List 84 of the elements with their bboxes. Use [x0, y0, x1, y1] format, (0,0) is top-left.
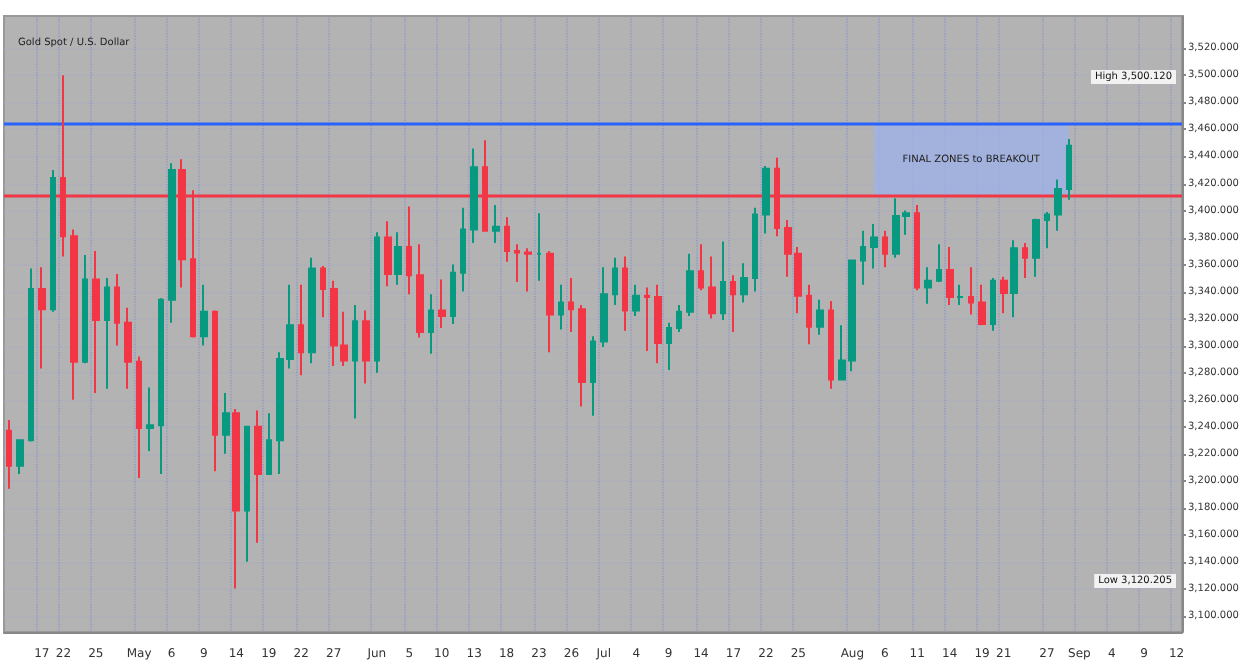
candlestick	[806, 283, 812, 346]
candlestick	[298, 283, 304, 377]
candlestick	[698, 243, 704, 292]
candlestick	[244, 425, 250, 563]
candlestick	[762, 164, 770, 235]
candlestick	[816, 298, 824, 336]
candlestick	[1066, 137, 1072, 201]
candlestick	[254, 409, 262, 544]
candlestick	[1054, 178, 1062, 232]
candlestick	[158, 297, 164, 475]
candlestick	[266, 412, 272, 475]
candlestick	[200, 283, 208, 347]
candlestick	[536, 212, 542, 282]
candlestick	[956, 283, 964, 307]
candlestick	[146, 386, 154, 452]
candlestick	[470, 147, 478, 244]
candlestick	[222, 391, 230, 455]
candlestick	[752, 206, 758, 293]
candlestick	[438, 278, 446, 330]
candlestick	[666, 321, 672, 371]
candlestick	[978, 283, 986, 327]
candlestick	[546, 250, 554, 354]
candlestick	[394, 231, 402, 286]
candlestick	[990, 277, 996, 332]
candlestick	[352, 304, 358, 420]
candlestick	[870, 223, 878, 270]
candlestick	[622, 255, 628, 332]
candlestick	[1022, 241, 1028, 280]
candlestick	[558, 283, 564, 331]
candlestick	[860, 229, 866, 286]
candlestick	[632, 283, 640, 317]
candlestick	[946, 246, 954, 307]
candlestick	[28, 267, 34, 443]
candlestick	[16, 439, 24, 475]
candlestick	[914, 204, 920, 292]
candlestick	[1032, 217, 1040, 278]
candlestick	[654, 283, 662, 365]
candlestick	[676, 304, 682, 334]
candlestick	[124, 306, 132, 390]
candlestick	[568, 277, 574, 334]
candlestick	[730, 274, 736, 334]
candlestick	[1010, 239, 1018, 319]
candlestick	[92, 250, 100, 394]
candlestick	[504, 216, 510, 263]
candlestick	[232, 408, 240, 590]
candlestick	[740, 262, 748, 304]
candlestick	[514, 243, 520, 284]
candlestick	[362, 309, 370, 385]
candlestick	[416, 243, 424, 339]
candlestick	[320, 264, 326, 319]
candlestick	[212, 309, 218, 473]
candlestick	[644, 286, 650, 353]
candlestick	[82, 254, 88, 365]
candlestick	[50, 169, 56, 313]
candlestick	[384, 220, 392, 288]
candlestick	[6, 418, 12, 490]
candlestick	[590, 335, 596, 417]
candlestick	[720, 240, 726, 321]
candlestick	[1044, 210, 1050, 250]
candlestick	[882, 229, 888, 269]
candlestick	[936, 243, 942, 284]
candlestick	[612, 256, 618, 307]
candlestick	[968, 266, 974, 316]
candlestick	[1000, 275, 1008, 315]
candlestick	[104, 277, 110, 390]
candlestick	[70, 228, 78, 401]
candlestick	[524, 247, 532, 293]
candlestick	[428, 293, 434, 355]
candlestick	[374, 231, 380, 374]
candlestick	[136, 355, 142, 479]
candlestick	[168, 162, 176, 324]
candlestick	[708, 255, 716, 320]
candlestick	[308, 256, 316, 365]
candlestick	[406, 205, 412, 296]
candlestick	[578, 304, 586, 408]
candlestick	[924, 266, 932, 305]
candlestick	[492, 204, 500, 244]
candlestick	[600, 266, 608, 348]
candlestick	[828, 300, 834, 390]
candlestick	[460, 206, 466, 293]
candlestick	[38, 266, 46, 370]
candlestick	[450, 263, 456, 325]
candlestick	[114, 273, 120, 347]
candlestick	[686, 252, 694, 317]
